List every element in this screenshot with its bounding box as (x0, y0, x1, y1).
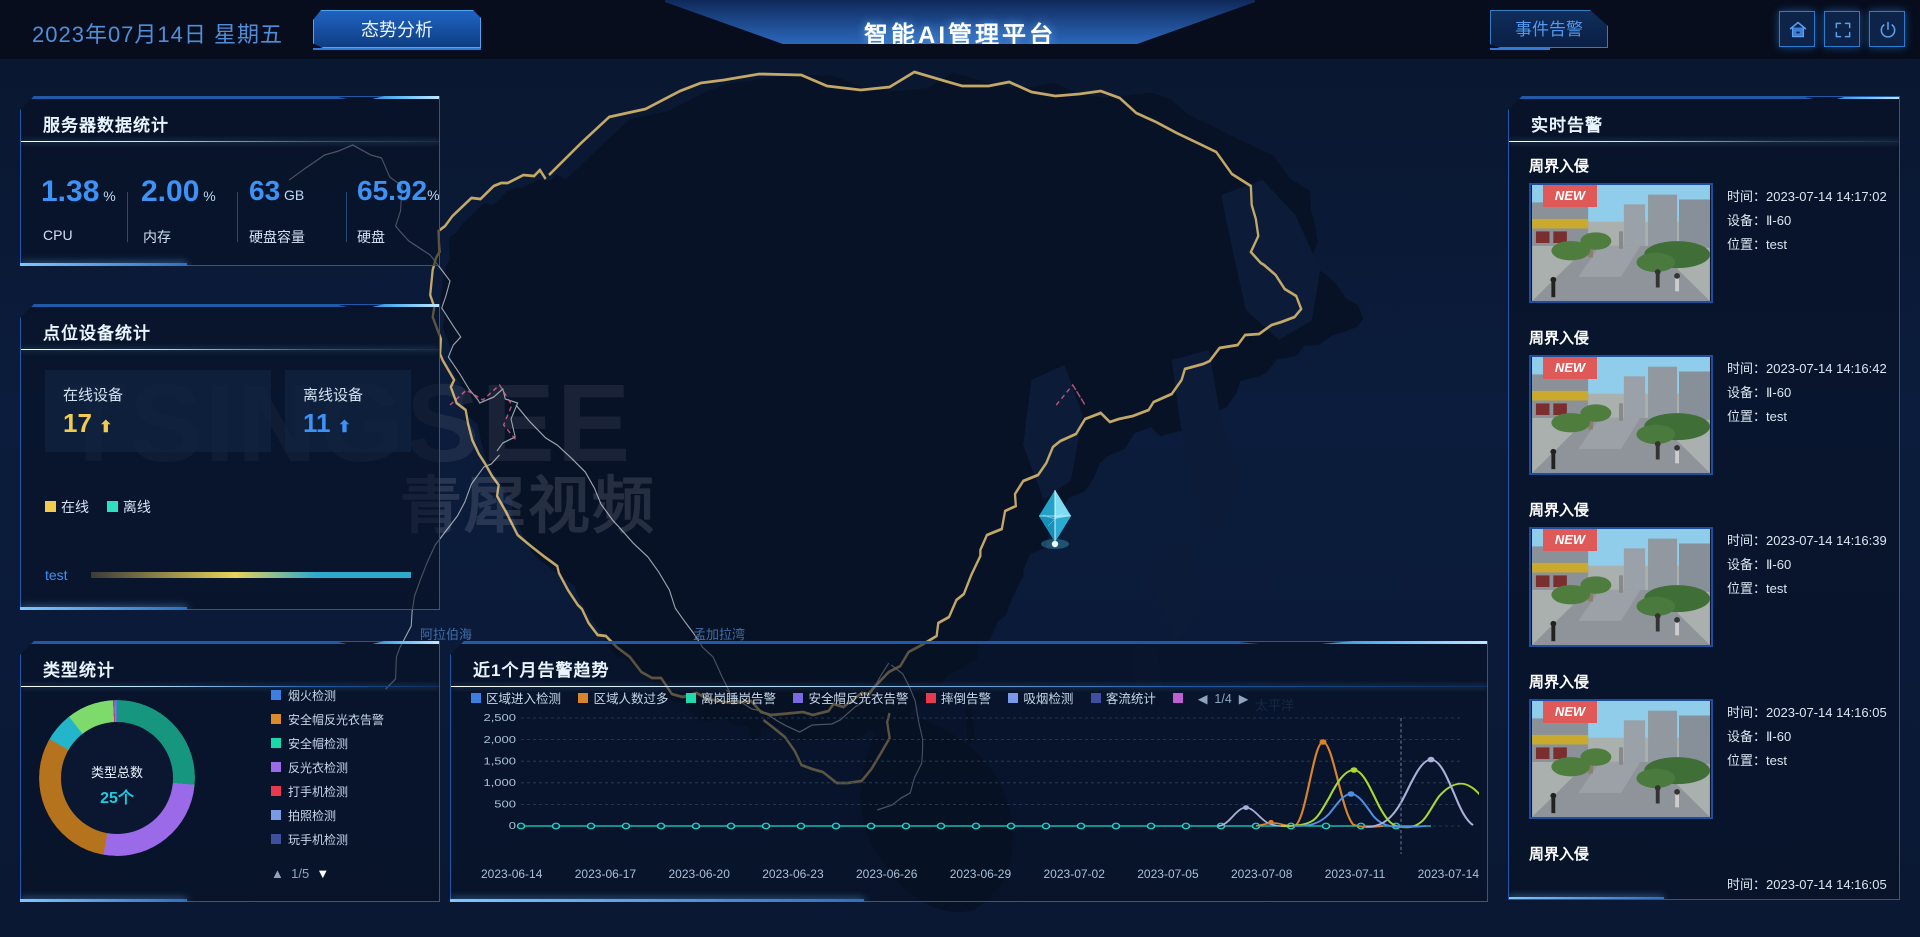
svg-text:2,500: 2,500 (483, 712, 516, 723)
svg-text:1,000: 1,000 (483, 777, 516, 788)
svg-text:2,000: 2,000 (483, 734, 516, 745)
svg-text:500: 500 (494, 799, 516, 810)
svg-text:1,500: 1,500 (483, 756, 516, 767)
svg-text:0: 0 (509, 820, 517, 831)
